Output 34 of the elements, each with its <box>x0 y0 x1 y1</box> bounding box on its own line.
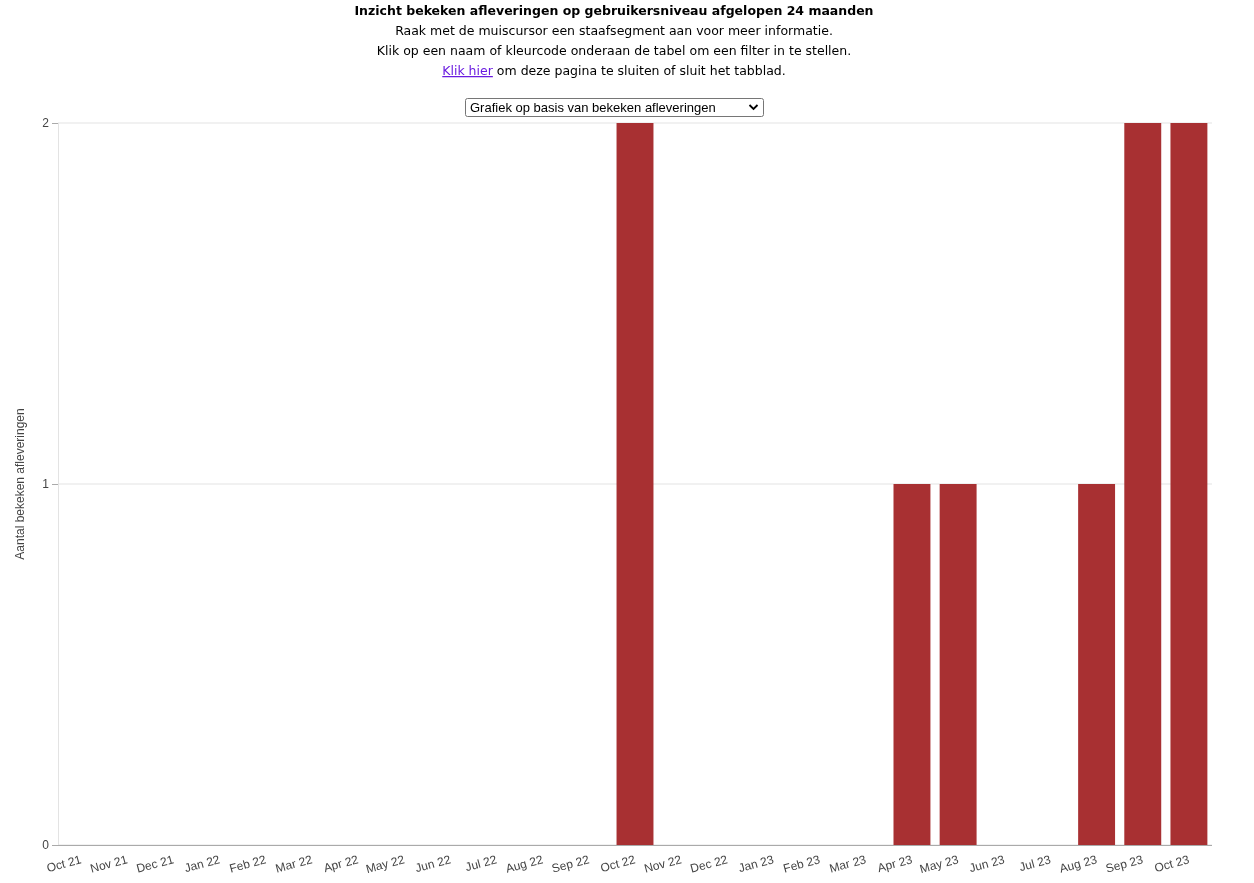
x-tick-label: Jan 22 <box>182 852 222 876</box>
x-tick-label: Jul 22 <box>463 852 499 875</box>
x-tick-label: Jun 23 <box>967 852 1007 876</box>
chart-title: Inzicht bekeken afleveringen op gebruikersniveau afgelopen 24 maanden <box>354 3 874 18</box>
x-tick-label: Aug 22 <box>504 852 545 876</box>
x-tick-label: Dec 22 <box>688 852 730 876</box>
y-tick-label: 1 <box>42 477 50 491</box>
y-tick-label: 0 <box>42 838 50 852</box>
x-tick-label: Apr 22 <box>322 852 361 876</box>
x-tick-label: Nov 21 <box>88 852 130 876</box>
x-tick-label: May 22 <box>364 852 407 877</box>
x-tick-label: Sep 23 <box>1104 852 1145 876</box>
x-tick-label: Sep 22 <box>550 852 591 876</box>
x-tick-label: Oct 21 <box>45 852 84 876</box>
x-tick-label: Jul 23 <box>1017 852 1053 875</box>
chart-subtitle: Raak met de muiscursor een staafsegment aan voor meer informatie. Klik op een naam of kleurcode onderaan de tabel om een filter in te stellen. <box>376 23 852 58</box>
x-tick-label: Nov 22 <box>642 852 684 876</box>
x-tick-label: May 23 <box>918 852 961 877</box>
x-tick-label: Apr 23 <box>875 852 915 876</box>
y-axis-title: Aantal bekeken afleveringen <box>13 408 27 560</box>
x-tick-label: Aug 23 <box>1058 852 1099 876</box>
x-tick-label: Oct 22 <box>599 852 638 876</box>
x-tick-label: Jan 23 <box>736 852 776 876</box>
x-tick-label: Dec 21 <box>134 852 176 876</box>
x-tick-label: Jun 22 <box>413 852 453 876</box>
text: Klik hier <box>442 63 494 78</box>
x-tick-label: Oct 23 <box>1152 852 1191 876</box>
x-tick-label: Mar 22 <box>273 852 314 876</box>
y-tick-label: 2 <box>42 116 50 130</box>
x-tick-label: Mar 23 <box>827 852 868 876</box>
x-tick-label: Feb 23 <box>781 852 822 876</box>
text: om deze pagina te sluiten of sluit het tabblad. <box>492 63 786 78</box>
dropdown: Grafiek op basis van bekeken afleveringen <box>465 98 764 117</box>
x-tick-label: Feb 22 <box>227 852 268 876</box>
